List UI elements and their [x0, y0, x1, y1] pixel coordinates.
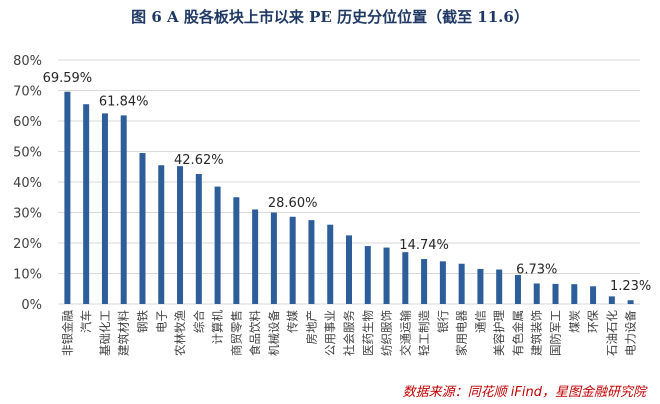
bar [195, 174, 202, 304]
data-labels: 69.59% 61.84% 42.62% 28.60% 14.74% 6.73% 1.23% [43, 71, 652, 294]
x-tick-label: 轻工制造 [417, 310, 431, 356]
x-tick-label: 建筑材料 [117, 310, 131, 356]
x-tick-label: 通信 [473, 310, 487, 333]
x-tick-label: 钢铁 [135, 310, 149, 333]
source-note: 数据来源：同花顺 iFind，星图金融研究院 [402, 385, 646, 400]
bar [364, 246, 371, 304]
bar [571, 284, 578, 304]
bar [139, 153, 146, 304]
x-tick-label: 食品饮料 [248, 310, 262, 356]
y-axis-ticks: 0% 10% 20% 30% 40% 50% 60% 70% 80% [13, 54, 42, 313]
x-tick-label: 非银金融 [60, 310, 74, 356]
y-tick-label: 0% [21, 298, 42, 313]
chart-title: 图 6 A 股各板块上市以来 PE 历史分位位置（截至 11.6） [131, 8, 529, 26]
bar [214, 186, 221, 304]
data-label: 6.73% [516, 262, 557, 277]
bar [590, 286, 597, 304]
x-axis-ticks: 非银金融 汽车 基础化工 建筑材料 钢铁 电子 农林牧渔 综合 计算机 商贸零售 食品饮料 机械设备传… [60, 310, 637, 356]
y-tick-label: 20% [13, 237, 42, 252]
x-tick-label: 国防军工 [549, 310, 563, 356]
x-tick-label: 医药生物 [361, 310, 375, 356]
x-tick-label: 家用电器 [455, 310, 469, 356]
bar [552, 283, 559, 304]
bar [252, 209, 259, 304]
bar [458, 263, 465, 304]
bar [270, 212, 277, 304]
bar [627, 300, 634, 304]
x-tick-label: 汽车 [79, 310, 93, 333]
bar [496, 269, 503, 304]
x-tick-label: 房地产 [304, 310, 318, 345]
bars [64, 91, 634, 304]
data-label: 69.59% [43, 71, 93, 86]
bar [83, 104, 90, 304]
x-tick-label: 基础化工 [98, 310, 112, 356]
y-tick-label: 60% [13, 115, 42, 130]
data-label: 14.74% [399, 238, 449, 253]
x-tick-label: 交通运输 [398, 310, 412, 356]
bar [477, 268, 484, 304]
bar [289, 216, 296, 304]
y-tick-label: 80% [13, 54, 42, 69]
data-label: 1.23% [610, 279, 651, 294]
x-tick-label: 煤炭 [567, 310, 581, 333]
bar [439, 261, 446, 304]
bar [158, 165, 165, 304]
x-tick-label: 环保 [586, 310, 600, 333]
x-tick-label: 银行 [436, 310, 450, 333]
bar [608, 296, 615, 304]
x-tick-label: 石油石化 [605, 310, 619, 356]
x-tick-label: 社会服务 [342, 310, 356, 356]
bar [101, 113, 108, 304]
bar [402, 252, 409, 304]
x-tick-label: 农林牧渔 [173, 310, 187, 356]
x-tick-label: 电子 [154, 310, 168, 333]
x-tick-label: 综合 [192, 310, 206, 333]
bar [345, 235, 353, 304]
x-tick-label: 商贸零售 [229, 310, 243, 356]
x-tick-label: 计算机 [211, 310, 225, 345]
x-tick-label: 传媒 [286, 310, 300, 333]
data-label: 61.84% [99, 94, 149, 109]
x-tick-label: 有色金属 [511, 310, 525, 356]
data-label: 28.60% [268, 196, 318, 211]
x-tick-label: 纺织服饰 [380, 310, 394, 356]
bar [120, 115, 127, 304]
bar [533, 283, 540, 304]
x-tick-label: 机械设备 [267, 310, 281, 356]
bar [421, 259, 428, 304]
bar [308, 220, 315, 304]
bar [64, 91, 71, 304]
y-tick-label: 40% [13, 176, 42, 191]
y-tick-label: 30% [13, 207, 42, 222]
y-tick-label: 50% [13, 146, 42, 161]
x-tick-label: 公用事业 [323, 310, 337, 356]
bar [327, 224, 334, 304]
x-tick-label: 电力设备 [624, 310, 638, 356]
bar [177, 166, 184, 304]
bar [383, 247, 390, 304]
bar [233, 197, 240, 304]
x-tick-label: 建筑装饰 [530, 310, 544, 356]
y-tick-label: 70% [13, 85, 42, 100]
data-label: 42.62% [174, 153, 224, 168]
y-tick-label: 10% [13, 268, 42, 283]
x-tick-label: 美容护理 [492, 310, 506, 356]
bar [514, 275, 521, 304]
